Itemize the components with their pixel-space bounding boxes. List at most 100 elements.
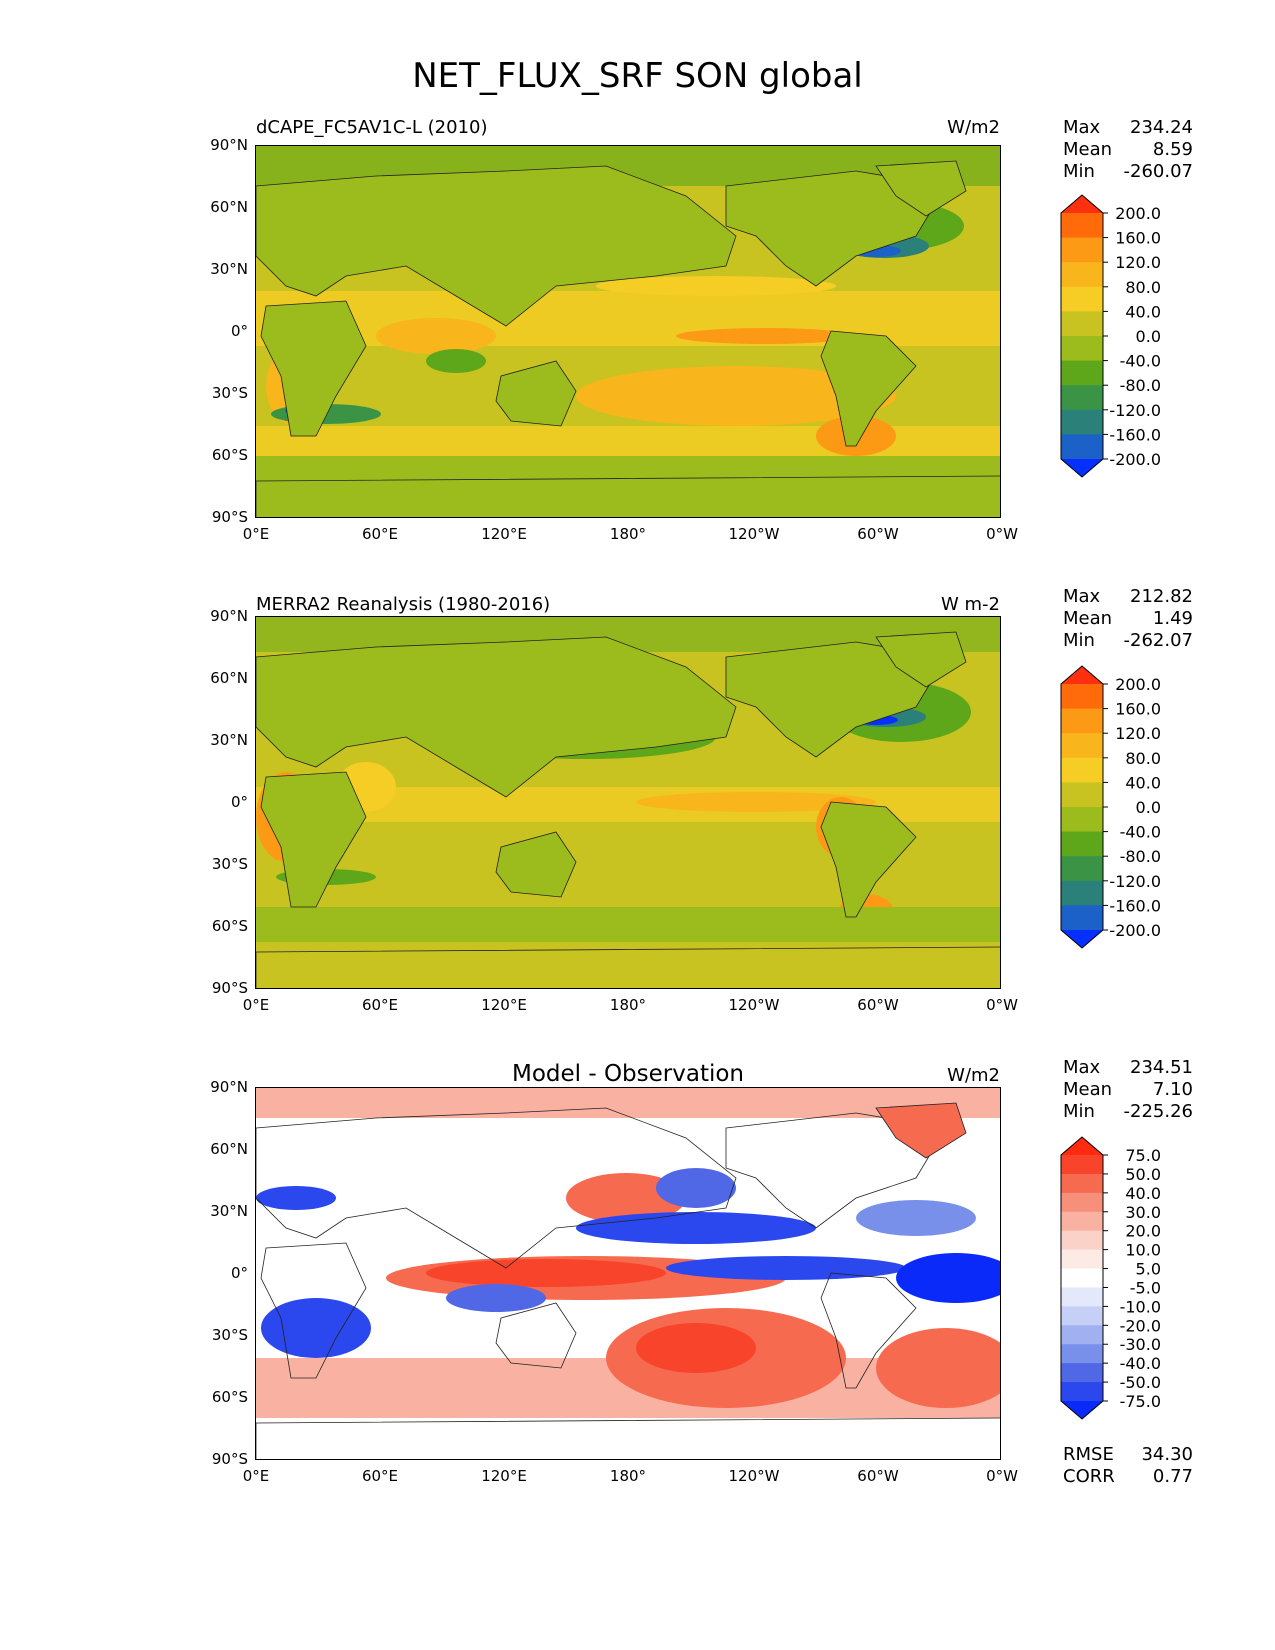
y-tick: 60°S (211, 917, 248, 935)
metric-label: RMSE (1063, 1444, 1114, 1465)
colorbar-label: -40.0 (1120, 823, 1161, 842)
eurasia (256, 1107, 737, 1269)
south-pacific-high (576, 366, 896, 426)
y-tick: 60°S (211, 1388, 248, 1406)
x-tick: 180° (609, 1467, 647, 1485)
continents (256, 631, 1000, 988)
x-tick: 60°W (857, 996, 899, 1014)
map-diff (255, 1087, 1001, 1460)
greenland (875, 1102, 967, 1159)
y-tick: 60°S (211, 446, 248, 464)
colorbar-segment (1061, 1211, 1103, 1232)
colorbar-extend-bottom (1061, 459, 1103, 477)
x-tick: 0°E (242, 996, 270, 1014)
map-model (255, 145, 1001, 518)
colorbar-label: -200.0 (1109, 921, 1161, 940)
stat-max: 234.51 (1130, 1057, 1193, 1078)
mediterranean-neg (256, 1186, 336, 1210)
colorbar-label: 200.0 (1115, 675, 1161, 694)
colorbar-segment (1061, 1249, 1103, 1270)
colorbar-segment (1061, 905, 1103, 931)
heatmap-obs (256, 617, 1000, 988)
colorbar-label: 80.0 (1125, 278, 1161, 297)
colorbar-extend-top (1061, 1137, 1103, 1155)
colorbar-label: 30.0 (1125, 1203, 1161, 1222)
y-tick: 60°N (210, 198, 248, 216)
colorbar-segment (1061, 782, 1103, 808)
map-obs (255, 616, 1001, 989)
colorbar-segment (1061, 1382, 1103, 1402)
colorbar-segment (1061, 1173, 1103, 1194)
colorbar-segment (1061, 213, 1103, 239)
y-tick: 30°S (211, 384, 248, 402)
colorbar-label: 40.0 (1125, 773, 1161, 792)
eq-pos-core (426, 1259, 666, 1287)
panel-units: W m-2 (940, 594, 1000, 615)
colorbar-label: 40.0 (1125, 1184, 1161, 1203)
colorbar-segment (1061, 262, 1103, 288)
y-tick: 0° (230, 1264, 248, 1282)
colorbar-segment (1061, 311, 1103, 337)
y-tick: 90°S (211, 1450, 248, 1468)
panel-diff: Model - Observation W/m2 (0, 1057, 1275, 1527)
x-tick: 0°E (242, 525, 270, 543)
colorbar-label: -75.0 (1120, 1392, 1161, 1411)
colorbar-segment (1061, 1363, 1103, 1383)
colorbar-svg: 200.0 160.0 120.0 80.0 40.0 0.0 -40.0 -80.0 -120… (1060, 665, 1161, 949)
colorbar-segment (1061, 286, 1103, 312)
south-atlantic-pos (876, 1328, 1000, 1408)
colorbar-label: 10.0 (1125, 1241, 1161, 1260)
colorbar-segment (1061, 1268, 1103, 1288)
africa (260, 300, 367, 437)
colorbar-extend-top (1061, 195, 1103, 213)
y-tick: 90°S (211, 508, 248, 526)
north-pacific-pos (566, 1173, 686, 1223)
greenland (875, 631, 967, 688)
coastlines (256, 1102, 1000, 1459)
indian-ocean-max (376, 318, 496, 354)
colorbar-label: 40.0 (1125, 302, 1161, 321)
colorbar-label: -40.0 (1120, 352, 1161, 371)
colorbar-segment (1061, 360, 1103, 386)
x-tick: 60°E (361, 1467, 399, 1485)
colorbar-label: 0.0 (1136, 327, 1161, 346)
stat-label: Min (1063, 630, 1095, 651)
stat-label: Max (1063, 117, 1101, 138)
south-pacific-core (636, 1323, 756, 1373)
colorbar-label: 120.0 (1115, 253, 1161, 272)
x-tick: 60°E (361, 996, 399, 1014)
x-tick: 120°W (728, 1467, 780, 1485)
australia (495, 1302, 577, 1369)
y-tick: 30°N (210, 1202, 248, 1220)
stat-label: Mean (1063, 608, 1113, 629)
x-tick: 0°W (986, 1467, 1018, 1485)
metric-corr: 0.77 (1152, 1466, 1193, 1487)
eq-atlantic-neg (896, 1253, 1000, 1303)
y-tick: 30°N (210, 260, 248, 278)
colorbar-label: -120.0 (1109, 872, 1161, 891)
stat-label: Min (1063, 161, 1095, 182)
panel-title: Model - Observation (511, 1061, 745, 1087)
panel-units: W/m2 (947, 117, 1000, 138)
colorbar-label: -160.0 (1109, 896, 1161, 915)
eq-pacific-max (636, 792, 876, 812)
colorbar-segment (1061, 807, 1103, 833)
y-tick: 90°N (210, 136, 248, 154)
gulf-stream-neg (856, 1200, 976, 1236)
colorbar-segment (1061, 1325, 1103, 1345)
colorbar-label: -50.0 (1120, 1373, 1161, 1392)
colorbar-svg: 75.050.040.030.020.010.05.0-5.0-10.0-20.… (1060, 1136, 1161, 1420)
antarctica (256, 475, 1000, 517)
stats-box: Max 234.24 Mean 8.59 Min -260.07 (1063, 117, 1193, 183)
colorbar-label: -30.0 (1120, 1335, 1161, 1354)
colorbar-label: 0.0 (1136, 798, 1161, 817)
metric-rmse: 34.30 (1141, 1444, 1193, 1465)
stat-min: -262.07 (1123, 630, 1193, 651)
australia (495, 831, 577, 898)
x-tick: 60°E (361, 525, 399, 543)
north-pacific-band (596, 276, 836, 296)
stat-max: 234.24 (1130, 117, 1193, 138)
colorbar-segment (1061, 684, 1103, 710)
colorbar-segment (1061, 1192, 1103, 1213)
stat-label: Mean (1063, 139, 1113, 160)
